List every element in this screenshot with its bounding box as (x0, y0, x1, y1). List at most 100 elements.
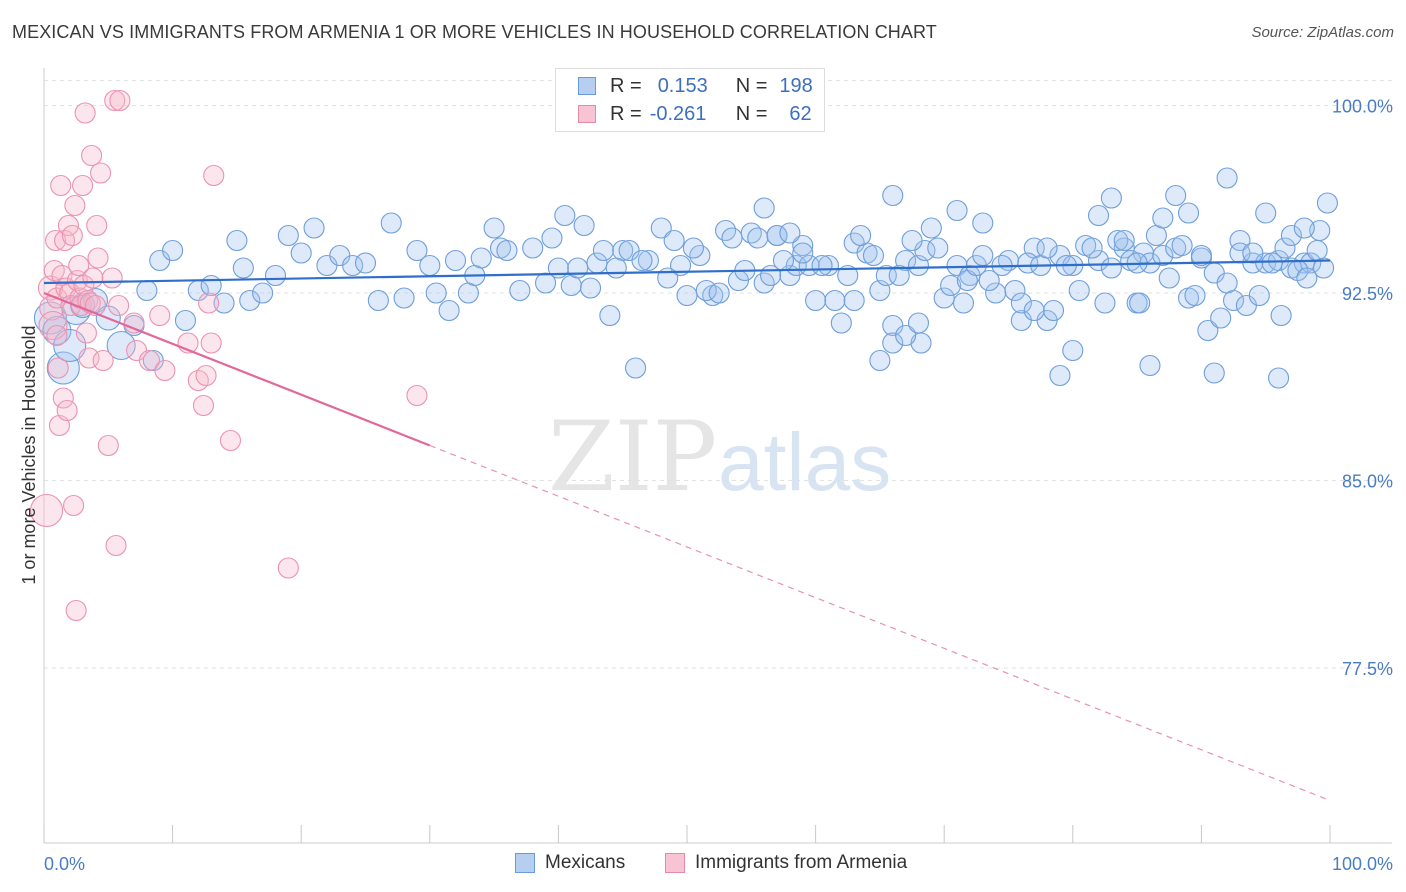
mexicans-point (882, 184, 904, 207)
mexicans-point (978, 269, 1000, 292)
mexicans-point (1049, 364, 1071, 387)
mexicans-point (1139, 354, 1161, 377)
mexicans-legend-icon (515, 853, 535, 873)
mexicans-point (354, 252, 377, 274)
mexicans-point (817, 254, 840, 277)
armenia-point (68, 254, 90, 277)
armenia-point (30, 493, 64, 528)
mexicans-point (42, 315, 72, 346)
mexicans-point (393, 287, 415, 309)
legend-r-value: -0.261 (649, 102, 707, 125)
armenia-point (90, 162, 112, 184)
armenia-point (154, 359, 176, 382)
mexicans-point (1223, 289, 1245, 312)
mexicans-point (1017, 252, 1039, 274)
mexicans-point (1171, 234, 1193, 257)
armenia-point (195, 364, 217, 387)
armenia-points (30, 89, 428, 622)
armenia-point (75, 322, 97, 344)
mexicans-point (850, 224, 872, 247)
mexicans-point (239, 289, 261, 312)
mexicans-point (1309, 219, 1331, 242)
armenia-point (64, 194, 86, 217)
armenia-point (52, 387, 74, 409)
mexicans-point (650, 217, 672, 239)
mexicans-point (946, 199, 968, 222)
mexicans-point (1081, 237, 1103, 259)
mexicans-point (972, 244, 994, 267)
legend-n-label: N = (735, 74, 768, 97)
armenia-point (101, 267, 123, 289)
mexicans-point (342, 254, 364, 277)
armenia-point (149, 304, 171, 327)
mexicans-point (805, 289, 827, 312)
chart-title: MEXICAN VS IMMIGRANTS FROM ARMENIA 1 OR … (12, 22, 937, 42)
mexicans-point (1010, 292, 1032, 314)
armenia-point (219, 429, 242, 452)
mexicans-point (1216, 167, 1238, 189)
mexicans-point (367, 289, 389, 312)
mexicans-point (573, 214, 595, 237)
mexicans-point (907, 312, 930, 334)
mexicans-point (663, 229, 685, 252)
mexicans-point (895, 324, 917, 347)
mexicans-point (792, 242, 814, 264)
armenia-point (97, 434, 119, 457)
armenia-point (200, 332, 222, 354)
legend-r-label: R = (610, 74, 642, 97)
mexicans-point (875, 264, 897, 287)
mexicans-point (1100, 187, 1122, 209)
armenia-point (47, 357, 69, 379)
y-tick-labels: 77.5% 85.0% 92.5% 100.0% (1332, 97, 1393, 680)
mexicans-swatch-icon (578, 77, 596, 95)
mexicans-point (174, 309, 197, 332)
mexicans-point (1296, 267, 1318, 289)
legend-n-value: 62 (789, 102, 812, 125)
mexicans-point (927, 237, 949, 259)
mexicans-point (303, 217, 325, 239)
legend-r-label: R = (610, 102, 642, 125)
legend-row-armenia: R = -0.261 N = 62 (578, 101, 812, 127)
armenia-point (61, 224, 83, 247)
mexicans-point (483, 217, 505, 239)
grid-lines (44, 80, 1392, 669)
armenia-point (87, 247, 109, 269)
mexicans-point (1004, 279, 1026, 302)
mexicans-point (869, 349, 891, 372)
y-tick-label: 77.5% (1342, 659, 1393, 679)
mexicans-point (1261, 252, 1283, 274)
mexicans-point (1274, 237, 1296, 259)
mexicans-point (277, 224, 299, 247)
armenia-point (406, 384, 428, 407)
mexicans-point (1165, 184, 1187, 207)
mexicans-point (1197, 319, 1219, 342)
armenia-point (203, 164, 225, 187)
legend-n-value: 198 (779, 74, 813, 97)
mexicans-point (380, 212, 402, 234)
mexicans-point (1062, 339, 1084, 362)
mexicans-point (579, 277, 602, 299)
armenia-point (38, 310, 68, 341)
mexicans-point (419, 254, 441, 277)
mexicans-point (1313, 257, 1335, 279)
mexicans-point (1042, 299, 1065, 322)
bottom-legend-mexicans: Mexicans (515, 852, 625, 874)
mexicans-point (438, 299, 460, 322)
mexicans-point (676, 284, 698, 307)
mexicans-point (1210, 307, 1232, 329)
legend-n-label: N = (735, 102, 768, 125)
armenia-point (45, 229, 67, 252)
armenia-point (65, 599, 87, 622)
legend-r-value: 0.153 (657, 74, 708, 97)
source-credit: Source: ZipAtlas.com (1251, 24, 1394, 41)
mexicans-point (567, 257, 589, 279)
mexicans-point (232, 257, 254, 279)
mexicans-point (920, 217, 942, 239)
armenia-point (86, 214, 108, 237)
mexicans-point (1036, 237, 1058, 259)
mexicans-point (554, 204, 576, 227)
mexicans-point (901, 229, 923, 252)
mexicans-point (637, 249, 659, 272)
mexicans-point (534, 272, 557, 294)
